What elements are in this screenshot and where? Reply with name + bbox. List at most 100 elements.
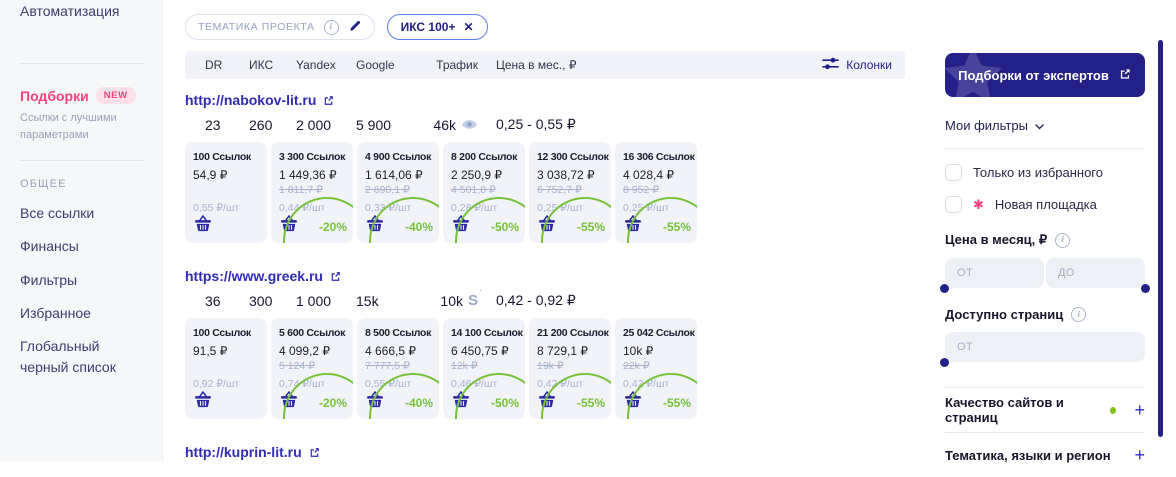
favorites-only-checkbox[interactable] xyxy=(945,164,962,181)
range-handle-max[interactable] xyxy=(1141,284,1150,293)
chip-project-theme[interactable]: ТЕМАТИКА ПРОЕКТА i xyxy=(185,14,375,40)
traffic-value: 46k xyxy=(433,116,456,133)
range-handle-min[interactable] xyxy=(940,358,949,367)
stat-yandex: 2 000 xyxy=(296,116,332,133)
similarweb-icon: S ˙ xyxy=(467,289,482,309)
chevron-down-icon xyxy=(1035,118,1044,133)
discount-badge: -50% xyxy=(490,220,519,234)
offer-price: 1 449,36 ₽ xyxy=(279,168,337,182)
section-themes-label: Тематика, языки и регион xyxy=(945,447,1111,463)
sidebar-item-collections[interactable]: Подборки NEW xyxy=(20,87,144,104)
price-range xyxy=(940,258,1150,293)
discount-badge: -20% xyxy=(318,220,347,234)
columns-settings-button[interactable]: Колонки xyxy=(822,51,892,79)
info-icon[interactable]: i xyxy=(323,19,339,35)
col-yandex[interactable]: Yandex xyxy=(296,58,336,72)
expert-collections-button[interactable]: Подборки от экспертов xyxy=(945,53,1145,97)
active-indicator-dot xyxy=(1110,406,1117,414)
pages-filter-label-row: Доступно страниц i xyxy=(945,307,1145,322)
section-title-general: ОБЩЕЕ xyxy=(20,178,67,191)
offer-card: 5 600 Ссылок 4 099,2 ₽5 124 ₽0,74 ₽/шт -20… xyxy=(271,318,353,419)
sidebar-item-favorites[interactable]: Избранное xyxy=(20,304,91,321)
stat-yandex: 1 000 xyxy=(296,292,332,309)
expand-plus-icon[interactable]: + xyxy=(1134,399,1145,420)
offer-price: 3 038,72 ₽ xyxy=(537,168,595,182)
info-icon[interactable]: i xyxy=(1055,232,1071,248)
stat-price-range: 0,25 - 0,55 ₽ xyxy=(496,116,576,132)
price-from-input[interactable] xyxy=(945,258,1044,288)
info-icon[interactable]: i xyxy=(1071,307,1087,322)
new-platform-label: Новая площадка xyxy=(994,197,1097,212)
offer-links-count: 25 042 Ссылок xyxy=(623,327,695,339)
offer-old-price: 7 777,5 ₽ xyxy=(365,360,410,372)
add-to-cart-button[interactable] xyxy=(193,214,213,236)
scrollbar[interactable] xyxy=(1158,40,1163,437)
new-platform-row: ✱ Новая площадка xyxy=(945,196,1145,213)
section-themes[interactable]: Тематика, языки и регион + xyxy=(945,433,1145,477)
my-filters-label: Мои фильтры xyxy=(945,118,1028,133)
stat-traffic: 46k xyxy=(416,117,478,133)
expert-button-label: Подборки от экспертов xyxy=(958,67,1109,83)
stat-google: 15k xyxy=(356,292,379,309)
offer-old-price: 6 752,7 ₽ xyxy=(537,184,582,196)
offer-links-count: 4 900 Ссылок xyxy=(365,151,432,163)
my-filters-toggle[interactable]: Мои фильтры xyxy=(945,118,1145,133)
listings: http://nabokov-lit.ru 23 260 2 000 5 900 46k 0… xyxy=(185,92,905,460)
col-dr[interactable]: DR xyxy=(205,58,223,72)
stat-google: 5 900 xyxy=(356,116,392,133)
listing-row: http://kuprin-lit.ru xyxy=(185,444,905,460)
close-icon[interactable]: ✕ xyxy=(463,20,474,34)
offer-price: 2 250,9 ₽ xyxy=(451,168,503,182)
new-platform-checkbox[interactable] xyxy=(945,196,962,213)
sidebar-item-finance[interactable]: Финансы xyxy=(20,238,79,255)
table-header: DR ИКС Yandex Google Трафик Цена в мес.,… xyxy=(185,51,905,79)
stat-iks: 260 xyxy=(249,116,273,133)
section-quality[interactable]: Качество сайтов и страниц + xyxy=(945,388,1145,432)
external-link-icon xyxy=(1118,67,1132,84)
range-handle-min[interactable] xyxy=(940,284,949,293)
col-price[interactable]: Цена в мес., ₽ xyxy=(496,58,577,72)
listing-url[interactable]: http://kuprin-lit.ru xyxy=(185,444,302,460)
offer-card: 25 042 Ссылок 10k ₽22k ₽0,42 ₽/шт -55% xyxy=(615,318,697,419)
sidebar-item-filters[interactable]: Фильтры xyxy=(20,271,78,288)
offer-links-count: 5 600 Ссылок xyxy=(279,327,346,339)
sidebar-item-all-links[interactable]: Все ссылки xyxy=(20,205,95,222)
listing-url[interactable]: http://nabokov-lit.ru xyxy=(185,92,317,108)
offer-card: 21 200 Ссылок 8 729,1 ₽19k ₽0,42 ₽/шт -55% xyxy=(529,318,611,419)
expand-plus-icon[interactable]: + xyxy=(1134,444,1145,465)
traffic-value: 10k xyxy=(440,292,463,309)
price-to-input[interactable] xyxy=(1046,258,1145,288)
offer-card: 8 500 Ссылок 4 666,5 ₽7 777,5 ₽0,55 ₽/шт -… xyxy=(357,318,439,419)
sidebar-item-automation[interactable]: Автоматизация xyxy=(20,3,120,19)
chip-iks-100[interactable]: ИКС 100+ ✕ xyxy=(386,14,488,40)
offer-price-per-unit: 0,92 ₽/шт xyxy=(193,378,240,390)
discount-badge: -55% xyxy=(576,220,605,234)
discount-badge: -55% xyxy=(662,396,691,410)
pages-from-input[interactable] xyxy=(945,332,1145,362)
add-to-cart-button[interactable] xyxy=(193,390,213,412)
divider xyxy=(20,160,144,162)
external-link-icon[interactable] xyxy=(329,270,342,283)
offer-price: 6 450,75 ₽ xyxy=(451,344,509,358)
col-google[interactable]: Google xyxy=(356,58,395,72)
offer-old-price: 22k ₽ xyxy=(623,360,650,372)
external-link-icon[interactable] xyxy=(322,94,335,107)
listing-url[interactable]: https://www.greek.ru xyxy=(185,268,323,284)
offer-card: 14 100 Ссылок 6 450,75 ₽12k ₽0,46 ₽/шт -50… xyxy=(443,318,525,419)
col-traffic[interactable]: Трафик xyxy=(436,58,478,72)
sidebar-item-blacklist[interactable]: Глобальный черный список xyxy=(20,338,116,375)
offer-old-price: 2 690,1 ₽ xyxy=(365,184,410,196)
external-link-icon[interactable] xyxy=(308,446,321,459)
col-iks[interactable]: ИКС xyxy=(249,58,274,72)
pencil-icon[interactable] xyxy=(348,19,362,36)
offer-links-count: 100 Ссылок xyxy=(193,151,251,163)
offer-price: 1 614,06 ₽ xyxy=(365,168,423,182)
divider xyxy=(945,387,1145,388)
offer-links-count: 12 300 Ссылок xyxy=(537,151,609,163)
offer-links-count: 14 100 Ссылок xyxy=(451,327,523,339)
favorites-only-label: Только из избранного xyxy=(973,165,1103,180)
offer-price: 54,9 ₽ xyxy=(193,168,228,182)
discount-badge: -40% xyxy=(404,396,433,410)
offer-links-count: 3 300 Ссылок xyxy=(279,151,346,163)
filter-chips-bar: ТЕМАТИКА ПРОЕКТА i ИКС 100+ ✕ xyxy=(185,14,905,40)
